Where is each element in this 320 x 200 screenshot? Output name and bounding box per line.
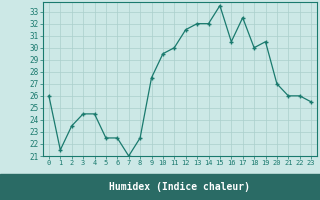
- Text: Humidex (Indice chaleur): Humidex (Indice chaleur): [109, 182, 250, 192]
